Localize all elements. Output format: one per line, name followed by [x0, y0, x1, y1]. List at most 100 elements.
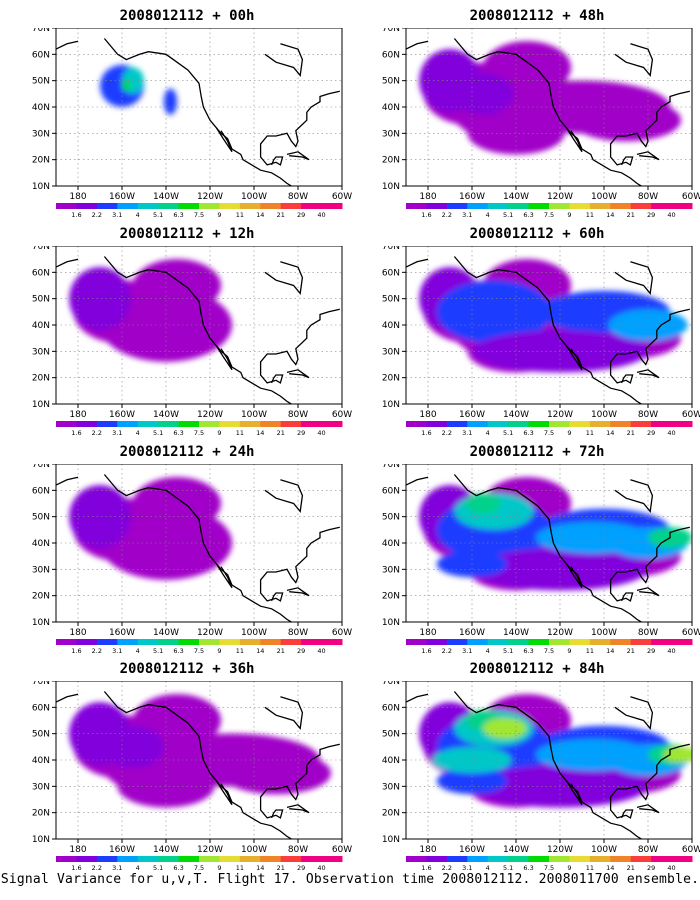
colorbar-swatch — [508, 203, 530, 209]
lat-tick-label: 60N — [32, 268, 50, 278]
colorbar-label: 7.5 — [194, 429, 204, 437]
colorbar-label: 29 — [297, 211, 305, 219]
coastline — [56, 476, 79, 486]
colorbar-label: 6.3 — [523, 864, 533, 872]
lon-tick-label: 100W — [241, 192, 267, 202]
lon-tick-label: 140W — [153, 410, 179, 420]
map-panel: 2008012112 + 84h 70N 60N 50N 40N 30N 20N 10N 180… — [372, 661, 700, 873]
coastline — [453, 474, 644, 622]
lon-tick-label: 180 — [69, 845, 86, 855]
lat-tick-label: 50N — [382, 730, 400, 740]
lat-tick-label: 60N — [382, 703, 400, 713]
colorbar-label: 6.3 — [523, 211, 533, 219]
lat-tick-label: 20N — [382, 809, 400, 819]
lon-tick-label: 160W — [459, 192, 485, 202]
colorbar-label: 5.1 — [153, 429, 163, 437]
colorbar-swatch — [589, 203, 611, 209]
colorbar-label: 40 — [667, 429, 675, 437]
colorbar-label: 9 — [217, 211, 221, 219]
colorbar-label: 40 — [317, 211, 325, 219]
lon-tick-label: 60W — [682, 410, 700, 420]
colorbar-label: 1.6 — [71, 211, 81, 219]
colorbar-swatch — [630, 856, 652, 862]
lat-tick-label: 20N — [32, 592, 50, 602]
colorbar-swatch — [239, 639, 261, 645]
lon-tick-label: 60W — [332, 192, 352, 202]
lon-tick-label: 140W — [153, 192, 179, 202]
colorbar-swatch — [406, 421, 427, 427]
coastline — [259, 526, 340, 602]
colorbar-label: 6.3 — [173, 864, 183, 872]
variance-contour — [467, 112, 565, 155]
colorbar-swatch — [651, 856, 673, 862]
colorbar-swatch — [178, 639, 200, 645]
coastline — [614, 43, 654, 77]
panel-title: 2008012112 + 36h — [119, 661, 255, 677]
map-panel: 2008012112 + 48h 70N 60N 50N 40N 30N 20N 10N 180… — [372, 8, 700, 220]
colorbar-label: 29 — [647, 864, 655, 872]
colorbar-swatch — [117, 203, 139, 209]
colorbar-label: 2.2 — [92, 429, 102, 437]
colorbar-label: 14 — [256, 647, 264, 655]
colorbar-swatch — [178, 203, 200, 209]
lat-tick-label: 30N — [382, 565, 400, 575]
colorbar-swatch — [446, 203, 468, 209]
colorbar-swatch — [630, 421, 652, 427]
lon-tick-label: 180 — [419, 845, 436, 855]
coastline — [614, 696, 654, 730]
lon-tick-label: 80W — [288, 845, 308, 855]
lon-tick-label: 100W — [591, 410, 617, 420]
colorbar-swatch — [178, 421, 200, 427]
colorbar-label: 2.2 — [92, 864, 102, 872]
variance-contour — [452, 72, 514, 115]
colorbar-label: 5.1 — [503, 647, 513, 655]
colorbar-label: 14 — [606, 429, 614, 437]
coastline — [216, 345, 233, 371]
coastline — [259, 90, 340, 166]
coastline — [609, 308, 690, 384]
lat-tick-label: 50N — [32, 295, 50, 305]
map-background — [56, 28, 342, 186]
colorbar-label: 5.1 — [153, 864, 163, 872]
colorbar-swatch — [467, 203, 489, 209]
colorbar-label: 3.1 — [112, 647, 122, 655]
lon-tick-label: 120W — [197, 845, 223, 855]
colorbar-label: 14 — [606, 864, 614, 872]
colorbar-swatch — [508, 421, 530, 427]
coastline — [286, 369, 310, 379]
colorbar-swatch — [528, 856, 550, 862]
colorbar-swatch — [426, 639, 448, 645]
map-panel: 2008012112 + 60h 70N 60N 50N 40N 30N 20N 10N 180… — [372, 226, 700, 438]
colorbar-label: 2.2 — [442, 429, 452, 437]
lon-tick-label: 60W — [332, 410, 352, 420]
coastline — [259, 743, 340, 819]
coastline — [406, 693, 429, 703]
lon-tick-label: 140W — [503, 845, 529, 855]
coastline — [56, 693, 79, 703]
lat-tick-label: 60N — [382, 50, 400, 60]
colorbar-swatch — [137, 421, 159, 427]
colorbar-swatch — [589, 856, 611, 862]
lon-tick-label: 100W — [591, 628, 617, 638]
map-panel: 2008012112 + 36h 70N 60N 50N 40N 30N 20N 10N 180… — [22, 661, 352, 873]
lat-tick-label: 70N — [382, 246, 400, 252]
lon-tick-label: 120W — [197, 628, 223, 638]
variance-contour — [535, 521, 651, 554]
colorbar-swatch — [280, 856, 302, 862]
colorbar-label: 11 — [586, 647, 594, 655]
colorbar-label: 2.2 — [442, 211, 452, 219]
colorbar-swatch — [137, 856, 159, 862]
variance-contour — [100, 288, 232, 362]
lat-tick-label: 50N — [32, 513, 50, 523]
colorbar-label: 7.5 — [544, 211, 554, 219]
lon-tick-label: 100W — [241, 845, 267, 855]
colorbar-label: 6.3 — [523, 429, 533, 437]
colorbar-swatch — [219, 639, 241, 645]
colorbar-label: 1.6 — [421, 647, 431, 655]
lat-tick-label: 60N — [32, 486, 50, 496]
variance-contour — [69, 267, 131, 331]
colorbar-label: 14 — [256, 864, 264, 872]
panel-title: 2008012112 + 00h — [119, 8, 255, 24]
colorbar-swatch — [569, 421, 591, 427]
colorbar-label: 29 — [297, 864, 305, 872]
